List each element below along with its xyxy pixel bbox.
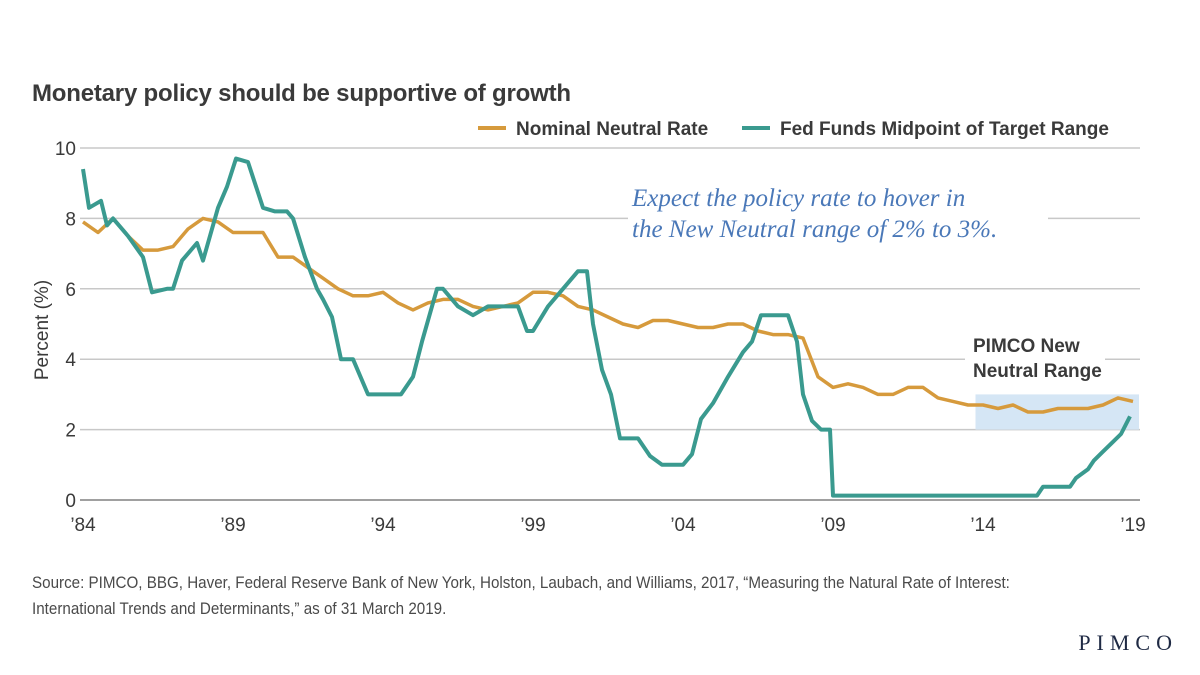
y-axis-label: Percent (%) [32,280,53,380]
y-axis-ticks: 0 2 4 6 8 10 [55,139,77,512]
legend-label: Nominal Neutral Rate [516,119,708,140]
x-tick-label: ’94 [370,515,396,536]
annotation-bg [628,195,1048,245]
series-line-fed-funds [81,156,1132,498]
y-tick-label: 8 [65,209,76,230]
x-tick-label: ’84 [70,515,96,536]
x-tick-label: ’09 [820,515,845,536]
x-axis-ticks: ’84 ’89 ’94 ’99 ’04 ’09 ’14 ’19 [70,515,1145,536]
series-lines [81,156,1134,498]
source-note: Source: PIMCO, BBG, Haver, Federal Reser… [32,574,1010,618]
series-line-nominal-neutral-rate [81,216,1134,414]
y-tick-label: 2 [65,421,76,442]
x-tick-label: ’99 [520,515,545,536]
annotation-line: the New Neutral range of 2% to 3%. [632,216,997,243]
annotation-line: Expect the policy rate to hover in [631,185,965,212]
x-tick-label: ’89 [220,515,245,536]
pimco-logo: PIMCO [1078,630,1178,655]
y-tick-label: 10 [55,139,76,160]
legend: Nominal Neutral Rate Fed Funds Midpoint o… [478,119,1109,140]
y-tick-label: 6 [65,280,76,301]
chart-title: Monetary policy should be supportive of … [32,80,571,107]
range-label: PIMCO New [973,336,1080,357]
y-tick-label: 4 [65,350,76,371]
neutral-range-band: PIMCO New Neutral Range [973,336,1139,430]
range-label: Neutral Range [973,361,1102,382]
legend-label: Fed Funds Midpoint of Target Range [780,119,1109,140]
annotation: Expect the policy rate to hover in the Ne… [628,185,1048,245]
x-tick-label: ’04 [670,515,696,536]
gridlines [80,147,1140,501]
x-tick-label: ’19 [1120,515,1145,536]
x-tick-label: ’14 [970,515,996,536]
y-tick-label: 0 [65,491,76,512]
